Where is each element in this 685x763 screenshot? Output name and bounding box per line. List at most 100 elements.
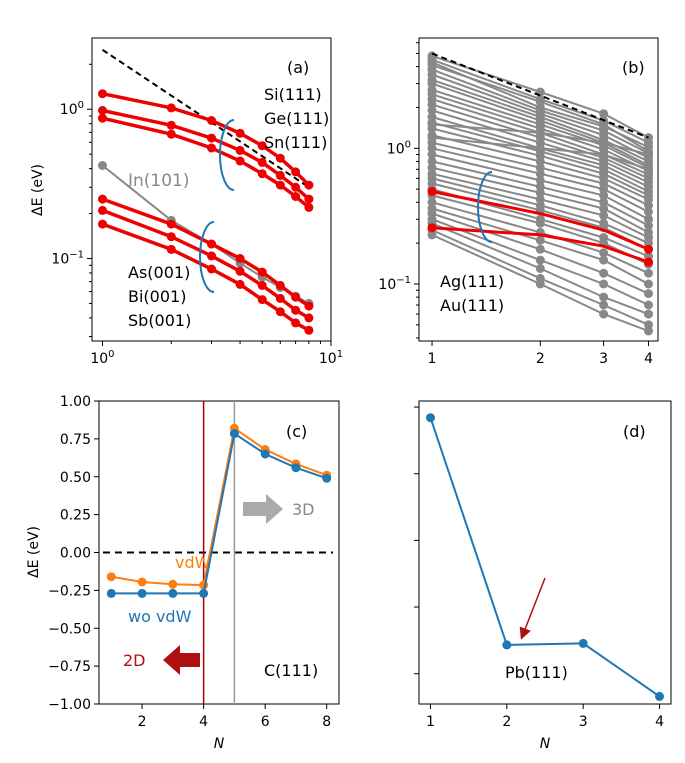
c-xtick-label: 2 [138,714,147,730]
b-grey-series-point [599,150,609,159]
b-xtick-label: 1 [428,351,437,367]
b-grey-series-point [535,156,545,166]
a-series-Si(111)-point [207,116,216,125]
b-grey-series-point [535,244,545,254]
a-series-Ge(111)-point [235,145,245,155]
b-grey-series-point [599,268,609,278]
d-xtick-label: 3 [579,714,588,730]
b-grey-series [431,147,649,213]
b-grey-series-point [427,156,437,166]
b-grey-series [431,207,649,285]
panel-c-letter: (c) [286,422,307,441]
c-xtick-label: 4 [199,714,208,730]
bracket-upper [219,119,235,191]
arrow-3d [243,494,283,524]
b-grey-series-point [427,119,437,129]
b-grey-series-point [535,218,545,228]
a-series-Bi(001)-point [207,251,216,261]
b-grey-series-point [599,300,609,310]
label-bi001: Bi(001) [128,287,186,306]
b-grey-series [431,123,649,156]
b-grey-series [431,121,649,193]
b-grey-series-point [644,268,653,278]
d-xtick-label: 1 [426,714,435,730]
c-series-wo vdW-point [260,449,270,459]
panel-b-plot-area: 1 2 3 4 100 10−1 [378,42,653,367]
b-grey-series [431,229,649,326]
b-grey-series-point [599,190,609,200]
b-grey-series-point [644,326,653,336]
b-grey-series-point [599,138,609,148]
b-series-Au(111) [431,226,650,264]
b-grey-series-point [535,235,545,245]
b-grey-series-point [644,164,653,174]
a-series-As(001)-point [257,267,267,277]
a-series-Sb(001)-point [235,279,245,289]
panel-a-ylabel: ΔE (eV) [30,164,46,216]
b-grey-series [431,136,649,171]
a-series-As(001)-point [207,239,216,249]
b-series-Ag(111)-point [644,244,653,254]
c-series-wo vdW-point [229,429,239,439]
b-grey-series-point [599,255,609,265]
b-grey-series [431,134,649,201]
a-series-Sb(001)-point [98,219,107,229]
a-series-Ge(111)-point [207,133,216,143]
a-series-Bi(001)-point [291,305,301,315]
b-grey-series-point [535,97,545,107]
b-grey-series-point [644,221,653,230]
panel-a-plot-area: 100 101 100 10−1 [51,48,343,367]
b-grey-series-point [427,106,437,115]
panel-d-plot-area: 1 2 3 4 [414,406,664,730]
b-grey-series [431,78,649,163]
b-grey-series-point [535,143,545,153]
label-vdw: vdW [175,553,211,572]
b-series-Au(111)-point [644,257,653,267]
a-series-Ge(111)-point [304,194,314,204]
bracket-b [477,171,493,243]
b-grey-series [431,68,649,155]
a-series-Ge(111)-point [166,120,176,130]
b-grey-series-point [599,119,609,129]
a-series-Sn(111)-point [207,143,216,153]
b-grey-series [431,201,649,275]
d-series-Pb(111)-point [426,413,435,423]
b-series-Ag(111) [431,190,650,251]
c-series-wo vdW [111,431,328,595]
label-sb001: Sb(001) [128,311,191,330]
a-series-Bi(001)-point [98,205,107,215]
b-grey-series-point [535,255,545,265]
a-series-Sn(111)-point [291,192,301,201]
b-grey-series-point [644,150,653,159]
c-series-wo vdW-point [106,588,116,598]
a-series-Sb(001)-point [207,264,216,274]
b-grey-series-point [427,143,437,153]
arrow-pb [519,577,546,640]
panel-d: 1 2 3 4 (d) Pb(111) N [414,400,672,752]
label-2d: 2D [123,651,146,670]
c-ytick-label: −0.25 [48,583,91,599]
b-grey-series-point [599,248,609,258]
c-ytick-label: −1.00 [48,697,91,713]
c-ytick-label: −0.50 [48,621,91,637]
b-grey-series-point [644,289,653,299]
b-xtick-label: 2 [536,351,545,367]
a-series-Si(111)-point [275,153,285,163]
a-series-Sn(111)-point [98,113,107,123]
a-ytick-label: 10−1 [51,249,84,267]
a-series-Sb(001)-point [257,295,267,305]
panel-a-letter: (a) [287,58,309,77]
panel-d-frame [418,400,672,705]
b-grey-series [431,153,649,221]
panel-b: 1 2 3 4 100 10−1 (b) Ag(111) Au(111) [378,37,659,367]
c-series-wo vdW-point [291,463,301,473]
b-grey-series-point [599,204,609,213]
c-series-wo vdW-point [199,588,209,598]
d-series-Pb(111) [429,417,661,698]
c-xtick-label: 8 [322,714,331,730]
b-grey-series-point [535,188,545,198]
panel-c-ylabel: ΔE (eV) [26,526,42,578]
b-grey-series [431,82,649,167]
label-au111: Au(111) [440,296,504,315]
a-series-Bi(001)-point [275,293,285,303]
